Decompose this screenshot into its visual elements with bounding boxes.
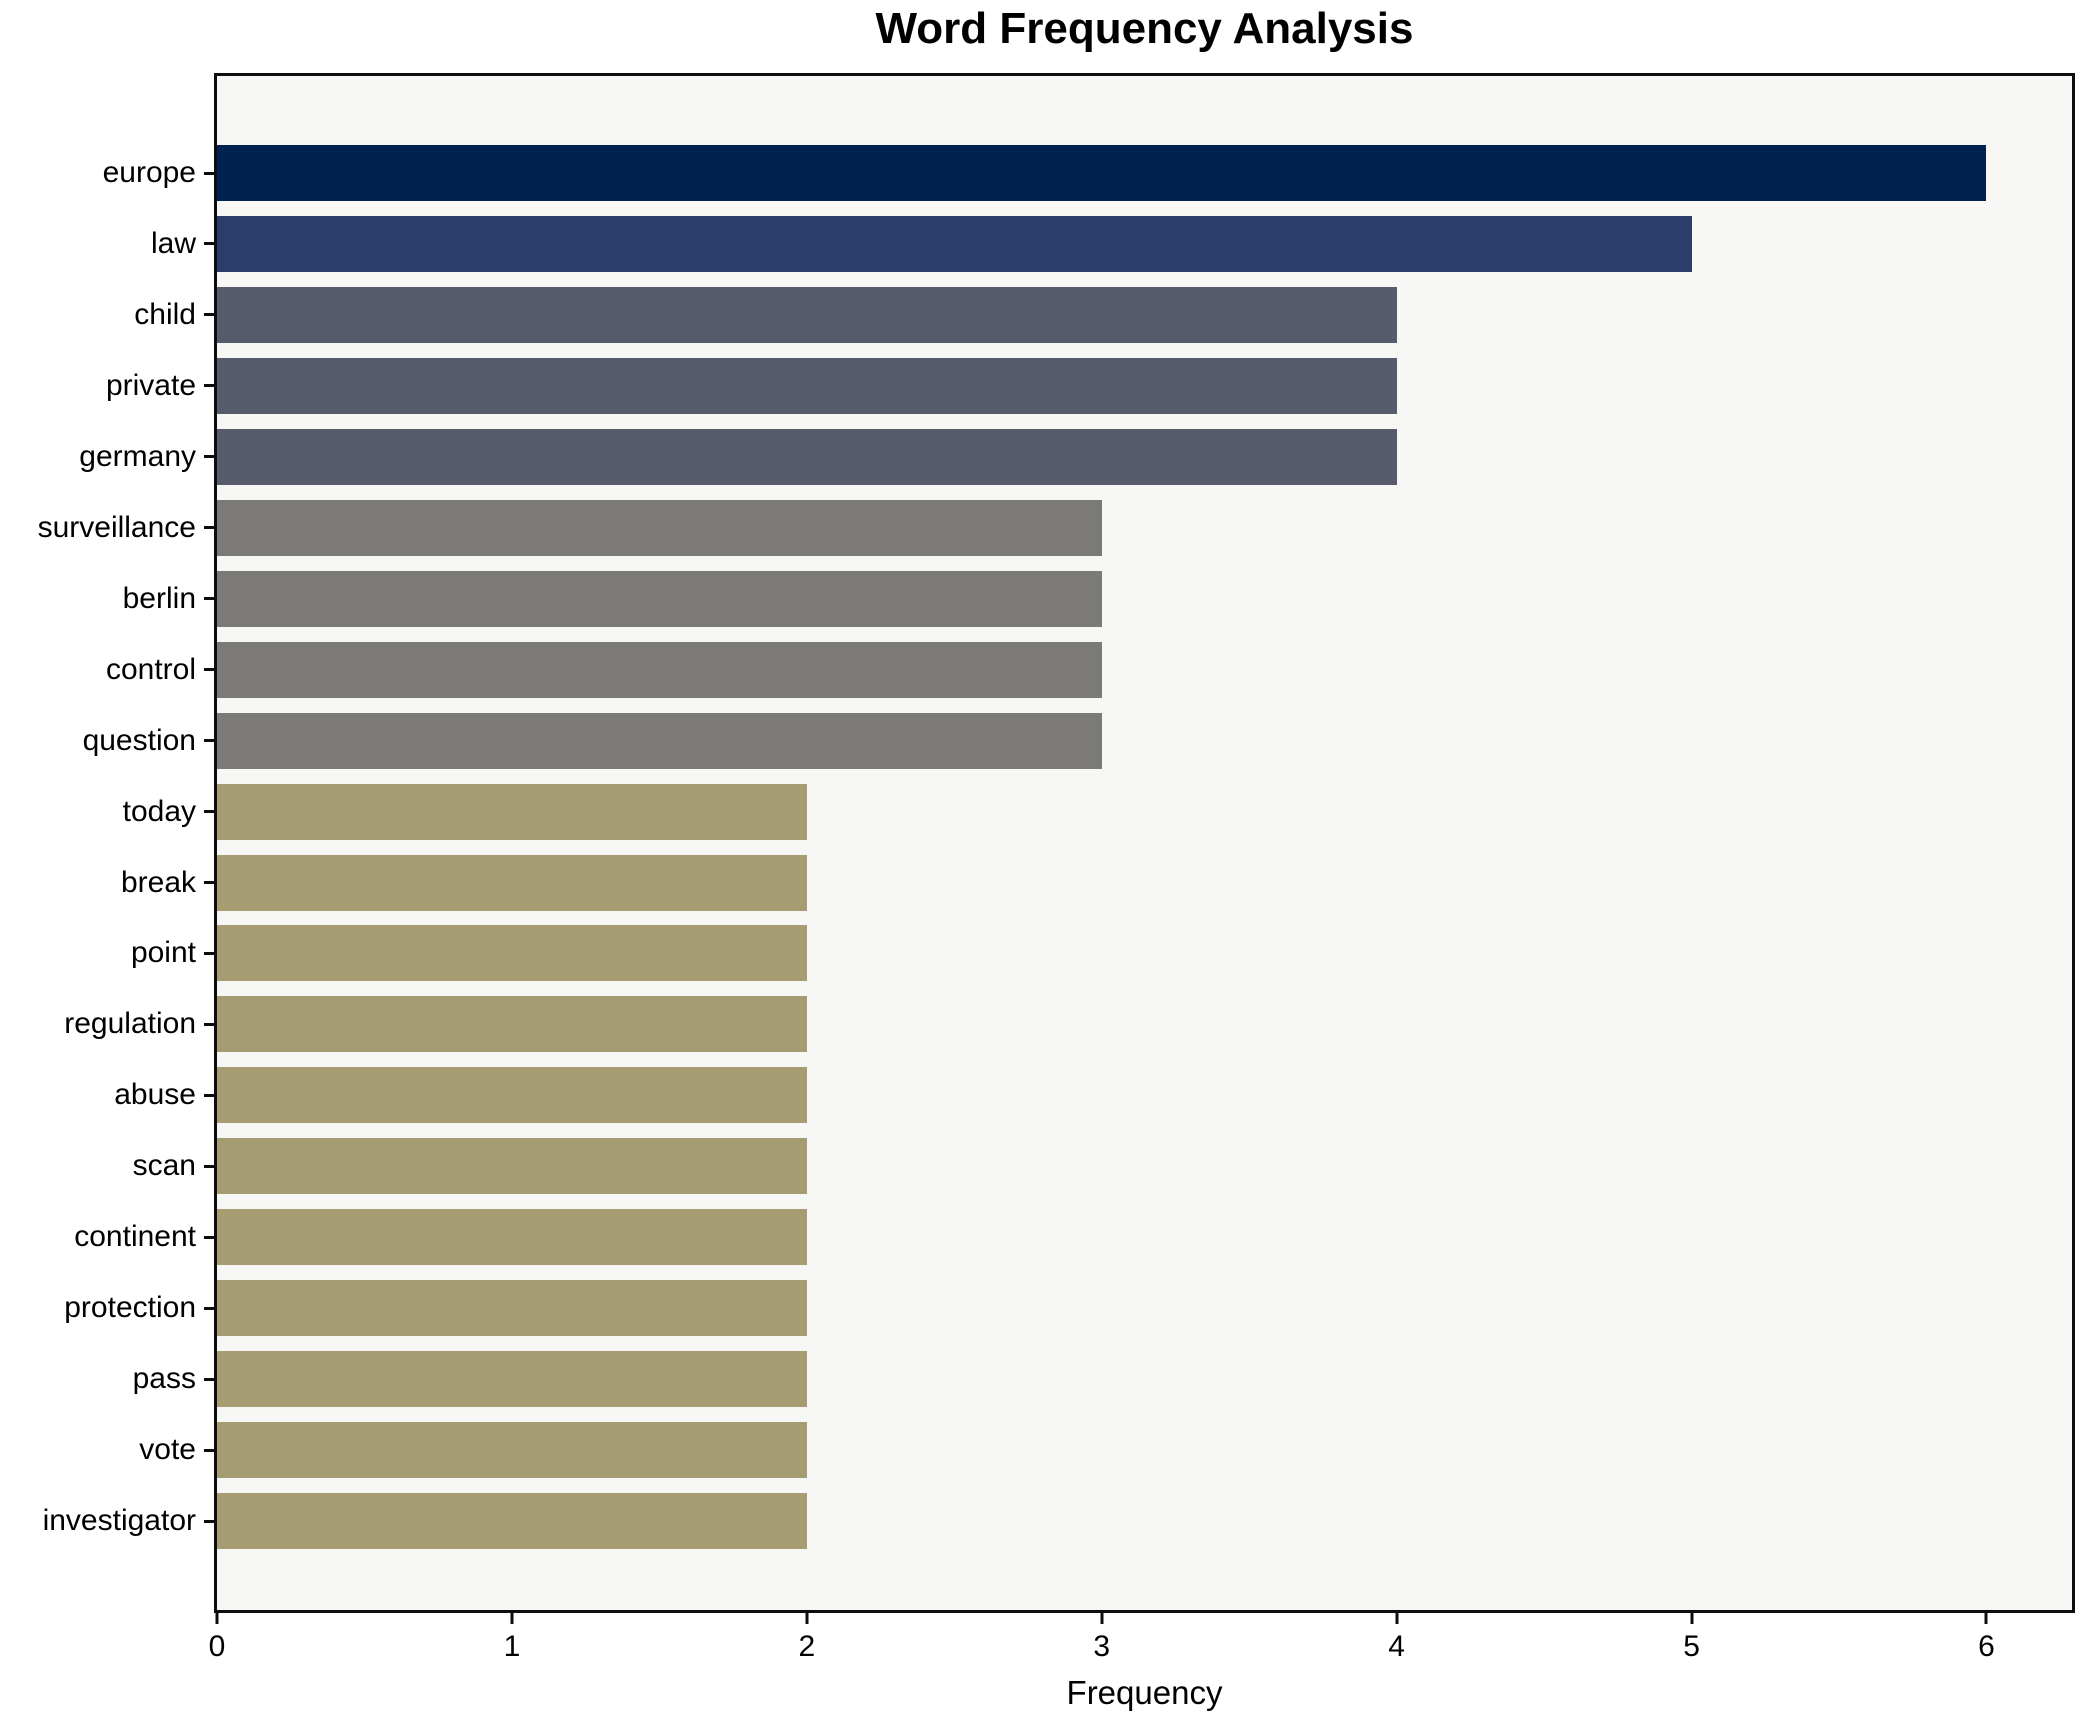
x-tick-label-4: 4	[1388, 1630, 1405, 1663]
y-label-continent: continent	[74, 1220, 196, 1254]
y-tick-mark	[204, 810, 214, 814]
plot-area	[214, 73, 2075, 1613]
y-label-question: question	[82, 723, 196, 757]
y-tick-mark	[204, 455, 214, 459]
y-label-law: law	[150, 226, 196, 260]
bar-today	[217, 783, 807, 840]
y-label-today: today	[122, 794, 196, 828]
bar-point	[217, 925, 807, 982]
x-tick-label-5: 5	[1683, 1630, 1700, 1663]
x-tick-label-0: 0	[208, 1630, 226, 1663]
x-tick-label-3: 3	[1093, 1630, 1111, 1663]
y-tick-mark	[204, 1235, 214, 1239]
bar-pass	[217, 1351, 807, 1408]
bar-scan	[217, 1138, 807, 1195]
bar-berlin	[217, 570, 1102, 627]
bar-law	[217, 215, 1692, 272]
y-tick-mark	[204, 1093, 214, 1097]
y-label-berlin: berlin	[122, 581, 196, 615]
y-tick-mark	[204, 1519, 214, 1523]
bar-europe	[217, 145, 1987, 201]
y-tick-mark	[204, 171, 214, 175]
bar-private	[217, 357, 1397, 414]
bars-container	[217, 76, 2072, 1610]
y-label-scan: scan	[132, 1149, 196, 1183]
y-tick-mark	[204, 668, 214, 672]
y-label-germany: germany	[79, 439, 196, 473]
x-tick-mark	[215, 1613, 219, 1624]
x-tick-mark	[1100, 1613, 1104, 1624]
x-tick-label-6: 6	[1978, 1630, 1995, 1663]
y-label-break: break	[120, 865, 196, 899]
y-label-surveillance: surveillance	[37, 510, 196, 544]
x-tick-label-1: 1	[503, 1630, 521, 1663]
bar-child	[217, 286, 1397, 343]
y-tick-mark	[204, 1448, 214, 1452]
bar-continent	[217, 1209, 807, 1266]
y-tick-mark	[204, 384, 214, 388]
y-label-private: private	[105, 368, 196, 402]
y-tick-mark	[204, 526, 214, 530]
y-tick-mark	[204, 1377, 214, 1381]
y-label-investigator: investigator	[42, 1504, 196, 1538]
chart-title: Word Frequency Analysis	[875, 4, 1414, 53]
x-tick-mark	[510, 1613, 514, 1624]
y-label-vote: vote	[139, 1433, 196, 1467]
y-label-protection: protection	[64, 1291, 196, 1325]
bar-regulation	[217, 996, 807, 1053]
x-axis-title: Frequency	[1066, 1674, 1223, 1711]
bar-germany	[217, 428, 1397, 485]
x-tick-mark	[805, 1613, 809, 1624]
y-tick-mark	[204, 951, 214, 955]
y-tick-mark	[204, 242, 214, 246]
y-tick-mark	[204, 881, 214, 884]
bar-control	[217, 641, 1102, 698]
y-label-regulation: regulation	[64, 1007, 196, 1041]
y-tick-mark	[204, 1022, 214, 1026]
x-tick-mark	[1690, 1613, 1694, 1624]
x-tick-mark	[1984, 1613, 1988, 1624]
y-label-europe: europe	[102, 156, 196, 189]
y-label-abuse: abuse	[114, 1078, 196, 1112]
bar-abuse	[217, 1067, 807, 1124]
bar-break	[217, 854, 807, 911]
bar-question	[217, 712, 1102, 769]
y-tick-mark	[204, 1164, 214, 1168]
bar-investigator	[217, 1493, 807, 1550]
y-label-point: point	[130, 936, 196, 970]
x-tick-label-2: 2	[798, 1630, 816, 1663]
bar-vote	[217, 1422, 807, 1479]
y-label-control: control	[105, 652, 196, 686]
y-label-child: child	[134, 297, 196, 331]
y-tick-mark	[204, 313, 214, 317]
y-tick-mark	[204, 597, 214, 601]
y-tick-mark	[204, 1306, 214, 1310]
bar-surveillance	[217, 499, 1102, 556]
bar-protection	[217, 1280, 807, 1337]
x-tick-mark	[1395, 1613, 1399, 1624]
y-label-pass: pass	[132, 1362, 196, 1396]
y-tick-mark	[204, 739, 214, 743]
